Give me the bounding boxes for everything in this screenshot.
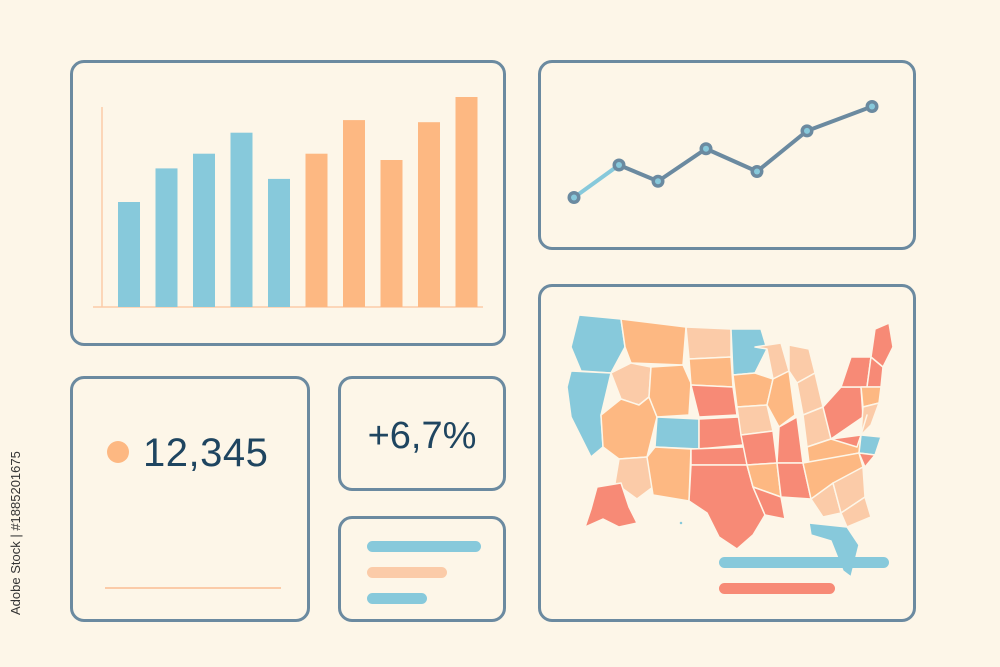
line-point-center — [703, 145, 709, 152]
bar — [230, 132, 253, 307]
bar-chart — [93, 97, 483, 308]
map-legend-bar-red — [719, 583, 835, 594]
line-point-center — [804, 127, 810, 134]
usa-map-icon — [566, 314, 894, 578]
bar — [193, 153, 215, 307]
bar — [455, 97, 478, 307]
line-segment — [656, 146, 708, 184]
percent-value: +6,7% — [367, 415, 477, 457]
line-segment — [805, 104, 874, 133]
bar — [418, 122, 440, 307]
line-point-center — [869, 103, 875, 110]
line-point-center — [754, 168, 760, 175]
line-segment — [755, 128, 809, 174]
bar-chart-card — [70, 60, 506, 346]
legend-card — [338, 516, 506, 622]
line-point-center — [655, 178, 661, 185]
bar — [155, 168, 178, 307]
map-card — [538, 284, 916, 622]
line-segment — [617, 163, 660, 184]
bar — [268, 178, 290, 307]
bar — [343, 120, 365, 307]
bar — [305, 153, 328, 307]
legend-bar-blue — [367, 541, 481, 552]
kpi-divider — [105, 587, 281, 589]
line-segment — [572, 163, 621, 200]
stock-watermark: Adobe Stock | #1885201675 — [8, 451, 23, 615]
orange-dot-icon — [107, 441, 129, 463]
line-chart-card — [538, 60, 916, 250]
map-legend-bar-blue — [719, 557, 889, 568]
line-point-center — [571, 194, 577, 201]
bar — [380, 160, 403, 307]
legend-bar-blue-short — [367, 593, 427, 604]
bar — [118, 202, 140, 307]
line-chart — [567, 100, 879, 204]
kpi-value: 12,345 — [143, 431, 269, 475]
percent-card: +6,7% — [338, 376, 506, 491]
kpi-card: 12,345 — [70, 376, 310, 622]
legend-bar-orange — [367, 567, 447, 578]
line-point-center — [616, 162, 622, 168]
line-segment — [704, 146, 759, 174]
